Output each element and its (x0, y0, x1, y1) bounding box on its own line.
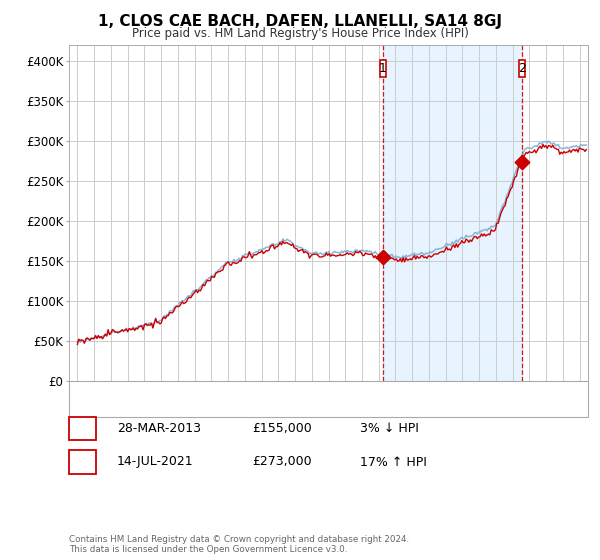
Text: 1, CLOS CAE BACH, DAFEN, LLANELLI, SA14 8GJ: 1, CLOS CAE BACH, DAFEN, LLANELLI, SA14 … (98, 14, 502, 29)
Text: 1: 1 (78, 422, 87, 435)
Text: £155,000: £155,000 (252, 422, 312, 435)
Text: 1, CLOS CAE BACH, DAFEN, LLANELLI, SA14 8GJ (detached house): 1, CLOS CAE BACH, DAFEN, LLANELLI, SA14 … (126, 386, 469, 396)
Text: 14-JUL-2021: 14-JUL-2021 (117, 455, 194, 469)
Text: 3% ↓ HPI: 3% ↓ HPI (360, 422, 419, 435)
Point (517, 158, 527, 167)
Text: 2: 2 (518, 62, 526, 75)
Point (378, 253, 388, 262)
Text: 2: 2 (78, 455, 87, 469)
Text: 28-MAR-2013: 28-MAR-2013 (117, 422, 201, 435)
Text: 1: 1 (379, 62, 386, 75)
Text: HPI: Average price, detached house, Carmarthenshire: HPI: Average price, detached house, Carm… (126, 403, 407, 413)
FancyBboxPatch shape (380, 59, 386, 77)
Text: £273,000: £273,000 (252, 455, 311, 469)
Text: 17% ↑ HPI: 17% ↑ HPI (360, 455, 427, 469)
Text: Price paid vs. HM Land Registry's House Price Index (HPI): Price paid vs. HM Land Registry's House … (131, 27, 469, 40)
FancyBboxPatch shape (519, 59, 524, 77)
Bar (383, 45, 522, 381)
Text: Contains HM Land Registry data © Crown copyright and database right 2024.
This d: Contains HM Land Registry data © Crown c… (69, 535, 409, 554)
